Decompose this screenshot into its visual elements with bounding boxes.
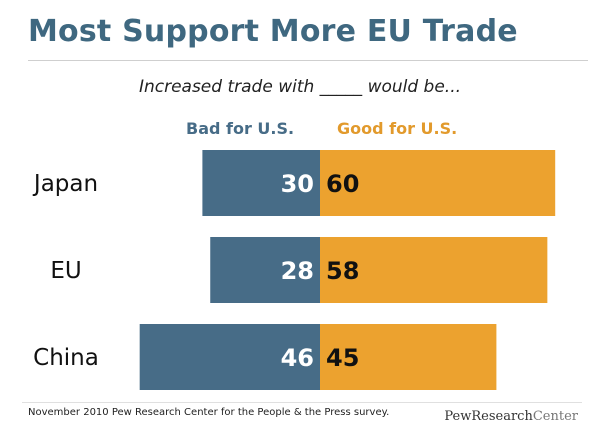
title-divider	[28, 60, 588, 61]
value-good-eu: 58	[326, 257, 359, 285]
value-good-china: 45	[326, 344, 359, 372]
bar-good-china	[320, 324, 497, 390]
value-good-japan: 60	[326, 170, 359, 198]
bar-bad-japan	[202, 150, 320, 216]
value-bad-china: 46	[281, 344, 314, 372]
source-note: November 2010 Pew Research Center for th…	[28, 407, 390, 418]
category-label-japan: Japan	[32, 171, 98, 197]
legend-bad-for-us: Bad for U.S.	[186, 119, 295, 138]
chart-subtitle: Increased trade with _____ would be...	[138, 77, 462, 97]
value-bad-eu: 28	[281, 257, 314, 285]
logo-suffix: Center	[532, 409, 578, 424]
bar-good-eu	[320, 237, 548, 303]
logo-main: PewResearch	[444, 409, 533, 424]
footer-divider	[22, 402, 582, 403]
bar-bad-eu	[210, 237, 320, 303]
bar-bad-china	[139, 324, 320, 390]
legend-good-for-us: Good for U.S.	[337, 119, 458, 138]
category-label-eu: EU	[50, 258, 81, 284]
bar-good-japan	[320, 150, 556, 216]
category-label-china: China	[33, 345, 99, 371]
value-bad-japan: 30	[281, 170, 314, 198]
chart-title: Most Support More EU Trade	[28, 14, 518, 49]
pew-research-logo: PewResearchCenter	[444, 409, 578, 424]
